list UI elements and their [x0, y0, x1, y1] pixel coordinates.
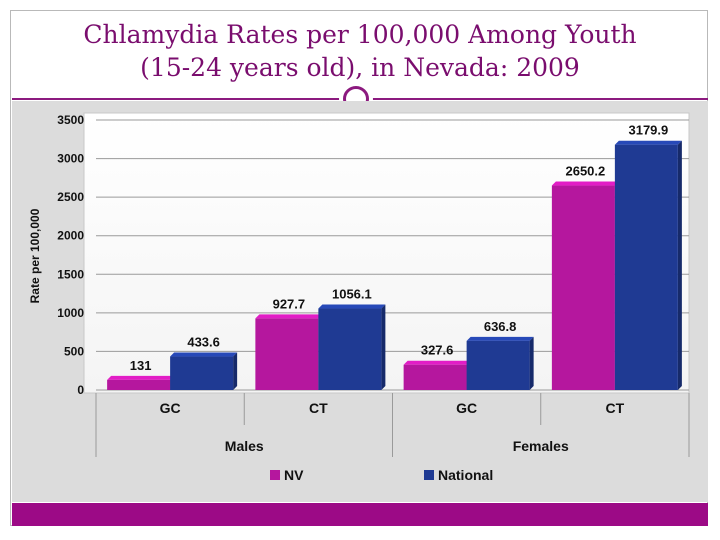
bar-side [529, 336, 534, 390]
data-labels: 131 433.6 927.7 1056.1 327.6 636.8 2650.2 3179.… [130, 123, 668, 373]
y-tick-label: 1000 [57, 306, 84, 320]
bar-top [614, 140, 682, 145]
x-axis: GC CT GC CT Males Females [95, 393, 690, 457]
bar-nv [551, 185, 615, 390]
bar-top [318, 304, 386, 309]
data-label: 433.6 [187, 335, 220, 350]
bar-national [170, 356, 234, 390]
x-tick-label: GC [456, 400, 477, 416]
bar-nv [255, 318, 319, 390]
bar-top [403, 360, 471, 365]
bar-top [551, 181, 619, 186]
x-tick-label: CT [606, 400, 625, 416]
data-label: 1056.1 [332, 287, 372, 302]
x-tick-label: GC [160, 400, 181, 416]
data-label: 927.7 [273, 296, 306, 311]
x-group-label: Males [225, 438, 264, 454]
bar-nv [403, 364, 467, 390]
y-tick-label: 2500 [57, 190, 84, 204]
bar-national [614, 144, 678, 390]
slide-title-line-2: (15-24 years old), in Nevada: 2009 [140, 53, 580, 82]
bar-side [381, 304, 386, 390]
data-label: 636.8 [484, 319, 517, 334]
legend-swatch [270, 470, 280, 480]
data-label: 131 [130, 358, 152, 373]
bar-chart: 131 433.6 927.7 1056.1 327.6 636.8 2650.2 3179.… [28, 112, 690, 483]
data-label: 2650.2 [565, 164, 605, 179]
legend-swatch [424, 470, 434, 480]
bar-top [255, 314, 323, 319]
legend: NV National [270, 467, 493, 483]
y-tick-label: 0 [77, 383, 84, 397]
x-tick-label: CT [309, 400, 328, 416]
bar-national [466, 340, 530, 390]
bar-side [677, 140, 682, 390]
bar-top [107, 375, 175, 380]
chart-area: 131 433.6 927.7 1056.1 327.6 636.8 2650.2 3179.… [12, 101, 708, 502]
slide-title: Chlamydia Rates per 100,000 Among Youth … [12, 18, 708, 84]
y-tick-label: 3500 [57, 113, 84, 127]
legend-label: NV [284, 467, 304, 483]
y-axis: 0 500 1000 1500 2000 2500 3000 3500 [57, 113, 84, 397]
legend-label: National [438, 467, 493, 483]
y-tick-label: 500 [64, 344, 84, 358]
bar-top [170, 352, 238, 357]
y-tick-label: 1500 [57, 267, 84, 281]
bar-national [318, 308, 382, 390]
slide-title-line-1: Chlamydia Rates per 100,000 Among Youth [83, 20, 637, 49]
y-tick-label: 2000 [57, 229, 84, 243]
data-label: 327.6 [421, 343, 454, 358]
data-label: 3179.9 [628, 123, 668, 138]
y-axis-label: Rate per 100,000 [28, 208, 42, 303]
x-group-label: Females [513, 438, 569, 454]
bar-nv [107, 379, 171, 390]
bottom-accent-bar [12, 503, 708, 526]
bars [107, 140, 682, 390]
bar-top [466, 336, 534, 341]
y-tick-label: 3000 [57, 152, 84, 166]
bar-side [233, 352, 238, 390]
